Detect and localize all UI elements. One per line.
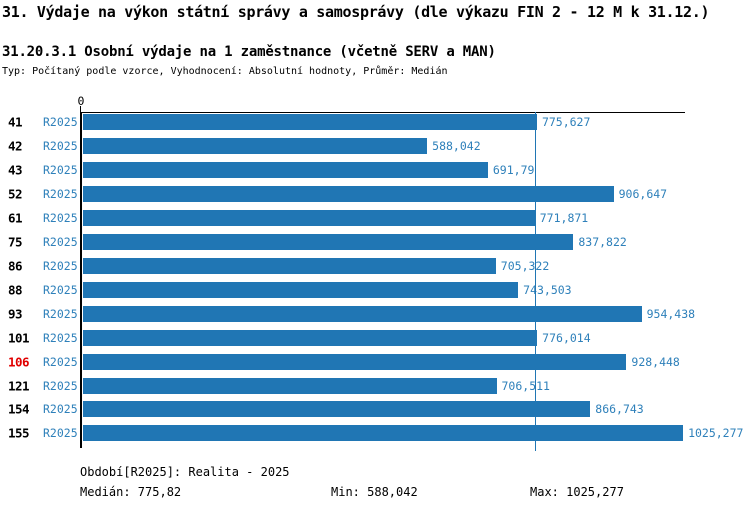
bar: [83, 138, 428, 155]
row-period-label: R2025: [43, 211, 78, 226]
row-period-label: R2025: [43, 306, 78, 321]
bar: [83, 210, 535, 227]
bar: [83, 329, 538, 346]
bar: [83, 305, 642, 322]
bar: [83, 425, 684, 442]
row-period-label: R2025: [43, 378, 78, 393]
chart-row: 52 R2025 906,647: [0, 182, 750, 206]
bar-value-label: 866,743: [595, 402, 644, 417]
row-code-label: 101: [8, 330, 30, 346]
bar-value-label: 775,627: [541, 115, 591, 130]
row-period-label: R2025: [43, 187, 78, 202]
x-axis-line: [80, 112, 685, 113]
row-period-label: R2025: [43, 282, 78, 297]
row-code-label: 121: [8, 378, 30, 394]
row-code-label: 155: [8, 425, 30, 441]
chart-title: 31.20.3.1 Osobní výdaje na 1 zaměstnance…: [2, 44, 496, 60]
row-period-label: R2025: [43, 139, 78, 154]
chart-meta-line: Typ: Počítaný podle vzorce, Vyhodnocení:…: [2, 66, 448, 77]
row-period-label: R2025: [43, 354, 78, 369]
row-code-label: 43: [8, 162, 23, 178]
bar: [83, 114, 537, 131]
bar-value-label: 1025,277: [688, 426, 744, 441]
bar: [83, 281, 519, 298]
row-code-label: 154: [8, 401, 30, 417]
bar: [83, 233, 574, 250]
row-code-label: 75: [8, 234, 23, 250]
row-period-label: R2025: [43, 330, 78, 345]
row-code-label: 52: [8, 186, 23, 202]
bar-value-label: 705,322: [500, 258, 550, 273]
chart-row: 101 R2025 776,014: [0, 326, 750, 350]
chart-row: 43 R2025 691,79: [0, 158, 750, 182]
row-period-label: R2025: [43, 426, 78, 441]
bar-value-label: 691,79: [492, 163, 535, 178]
chart-row: 106 R2025 928,448: [0, 350, 750, 374]
bar: [83, 377, 497, 394]
chart-row: 61 R2025 771,871: [0, 206, 750, 230]
legend-max: Max: 1025,277: [530, 485, 624, 499]
x-axis-zero-label: 0: [77, 94, 85, 108]
bar-value-label: 743,503: [523, 282, 572, 297]
median-line: [535, 112, 537, 451]
bar-value-label: 928,448: [631, 354, 680, 369]
chart-row: 86 R2025 705,322: [0, 254, 750, 278]
chart-row: 93 R2025 954,438: [0, 302, 750, 326]
chart-row: 42 R2025 588,042: [0, 134, 750, 158]
row-code-label: 42: [8, 138, 23, 154]
row-period-label: R2025: [43, 258, 78, 273]
bar-value-label: 706,511: [501, 378, 550, 393]
bar-value-label: 771,871: [539, 211, 589, 226]
x-axis-zero-tick: [80, 106, 81, 112]
bar-value-label: 776,014: [542, 330, 591, 345]
bar-value-label: 906,647: [618, 187, 668, 202]
chart-row: 75 R2025 837,822: [0, 230, 750, 254]
bar: [83, 186, 614, 203]
y-axis-line: [80, 112, 82, 448]
bar: [83, 353, 627, 370]
legend-min: Min: 588,042: [331, 485, 418, 499]
bar-value-label: 588,042: [432, 139, 481, 154]
chart-row: 154 R2025 866,743: [0, 397, 750, 421]
bar: [83, 257, 496, 274]
row-code-label: 106: [8, 354, 30, 370]
bar-value-label: 954,438: [646, 306, 696, 321]
row-code-label: 93: [8, 306, 23, 322]
bar-value-label: 837,822: [578, 234, 627, 249]
legend-period: Období[R2025]: Realita - 2025: [80, 465, 290, 479]
row-code-label: 61: [8, 210, 23, 226]
row-period-label: R2025: [43, 115, 78, 130]
report-title: 31. Výdaje na výkon státní správy a samo…: [2, 3, 710, 21]
chart-row: 41 R2025 775,627: [0, 110, 750, 134]
row-code-label: 41: [8, 114, 23, 130]
chart-row: 121 R2025 706,511: [0, 374, 750, 398]
row-period-label: R2025: [43, 234, 78, 249]
row-code-label: 88: [8, 282, 23, 298]
bar: [83, 401, 591, 418]
chart-row: 155 R2025 1025,277: [0, 421, 750, 445]
legend-median: Medián: 775,82: [80, 485, 182, 499]
bar: [83, 162, 488, 179]
row-code-label: 86: [8, 258, 23, 274]
chart-row: 88 R2025 743,503: [0, 278, 750, 302]
row-period-label: R2025: [43, 402, 78, 417]
row-period-label: R2025: [43, 163, 78, 178]
